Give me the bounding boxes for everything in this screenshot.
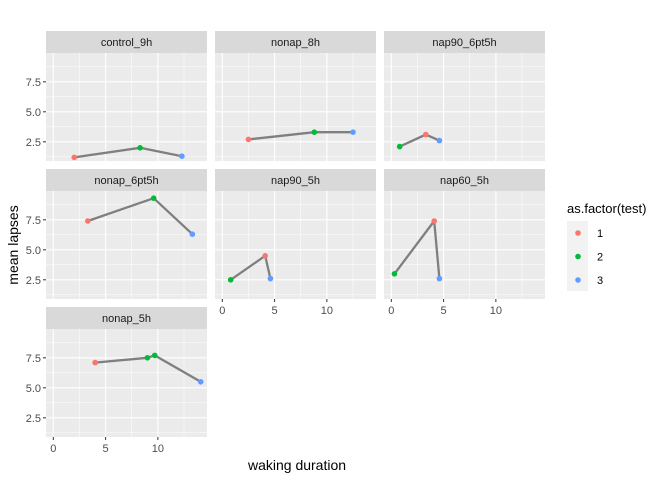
facet-strip — [46, 307, 207, 329]
data-point-test-2 — [150, 195, 157, 201]
data-point-test-3 — [197, 379, 204, 385]
y-tick-label: 7.5 — [26, 215, 41, 227]
data-point-test-3 — [436, 275, 443, 282]
x-tick-label: 5 — [103, 443, 109, 455]
legend-label-2: 2 — [597, 252, 603, 264]
y-tick-label: 2.5 — [26, 413, 41, 425]
data-point-test-3 — [179, 153, 185, 159]
facet-strip — [384, 31, 545, 53]
data-point-test-3 — [267, 275, 274, 282]
facet-strip — [384, 169, 545, 191]
facet-strip-label: nap90_6pt5h — [432, 37, 496, 49]
panel-background — [384, 53, 545, 161]
data-point-test-2 — [391, 271, 398, 277]
facet-panel-nap90_6pt5h: nap90_6pt5h — [384, 31, 545, 161]
legend-label-3: 3 — [597, 275, 603, 287]
panel-background — [215, 53, 376, 161]
data-point-test-1 — [71, 154, 78, 161]
x-tick-label: 10 — [152, 443, 164, 455]
x-tick-label: 5 — [272, 305, 278, 317]
facet-panel-nap90_5h: nap90_5h 0 5 10 — [215, 169, 376, 317]
y-tick-label: 5.0 — [26, 383, 41, 395]
data-point-test-1 — [92, 359, 98, 366]
legend: as.factor(test) 1 2 3 — [567, 201, 646, 291]
data-point-test-2 — [311, 129, 318, 135]
data-point-test-1 — [262, 253, 268, 259]
x-tick-label: 10 — [490, 305, 502, 317]
x-tick-label: 0 — [219, 305, 225, 317]
panel-background — [215, 191, 376, 299]
y-tick-label: 7.5 — [26, 77, 41, 89]
data-point-test-2 — [227, 277, 234, 283]
facet-strip-label: nonap_8h — [271, 37, 320, 49]
facet-strip — [215, 31, 376, 53]
legend-key-3 — [575, 277, 581, 283]
legend-title: as.factor(test) — [567, 201, 646, 216]
facet-strip-label: nap60_5h — [440, 175, 489, 187]
facet-strip — [215, 169, 376, 191]
series-line — [94, 354, 202, 383]
data-point-test-2 — [144, 355, 151, 361]
facet-panels: control_9h 2.5 5.0 7.5 nonap_8h nap90_6pt5hno… — [26, 31, 545, 455]
data-point-test-1 — [245, 136, 252, 143]
y-tick-label: 5.0 — [26, 107, 41, 119]
data-point-test-3 — [350, 129, 356, 135]
x-tick-label: 5 — [441, 305, 447, 317]
legend-label-1: 1 — [597, 228, 603, 240]
facet-panel-control_9h: control_9h 2.5 5.0 7.5 — [26, 31, 207, 161]
y-axis-label: mean lapses — [5, 205, 21, 284]
data-point-test-1 — [85, 218, 91, 224]
panel-background — [46, 53, 207, 161]
legend-key-2 — [575, 253, 581, 260]
data-point-test-3 — [189, 231, 196, 237]
facet-strip-label: control_9h — [101, 37, 152, 49]
data-point-test-1 — [431, 218, 437, 224]
x-axis-label: waking duration — [247, 457, 346, 473]
legend-key-1 — [575, 230, 581, 236]
facet-strip-label: nonap_6pt5h — [94, 175, 158, 187]
panel-background — [46, 191, 207, 299]
y-tick-label: 7.5 — [26, 353, 41, 365]
data-point-test-2 — [151, 352, 158, 359]
facet-panel-nonap_8h: nonap_8h — [215, 31, 376, 161]
x-tick-label: 0 — [50, 443, 56, 455]
data-point-test-2 — [137, 145, 143, 151]
facet-strip-label: nonap_5h — [102, 313, 151, 325]
x-tick-label: 10 — [321, 305, 333, 317]
facet-panel-nap60_5h: nap60_5h 0 5 10 — [384, 169, 545, 317]
facet-strip — [46, 169, 207, 191]
panel-background — [46, 329, 207, 437]
facet-strip-label: nap90_5h — [271, 175, 320, 187]
panel-background — [384, 191, 545, 299]
facet-panel-nonap_5h: nonap_5h 2.5 5.0 7.5 0 5 10 — [26, 307, 207, 455]
facet-strip — [46, 31, 207, 53]
y-tick-label: 5.0 — [26, 245, 41, 257]
data-point-test-1 — [423, 131, 429, 138]
y-tick-label: 2.5 — [26, 137, 41, 149]
data-point-test-2 — [396, 143, 403, 150]
x-tick-label: 0 — [388, 305, 394, 317]
facet-panel-nonap_6pt5h: nonap_6pt5h 2.5 5.0 7.5 — [26, 169, 207, 299]
y-tick-label: 2.5 — [26, 275, 41, 287]
data-point-test-3 — [436, 137, 443, 144]
